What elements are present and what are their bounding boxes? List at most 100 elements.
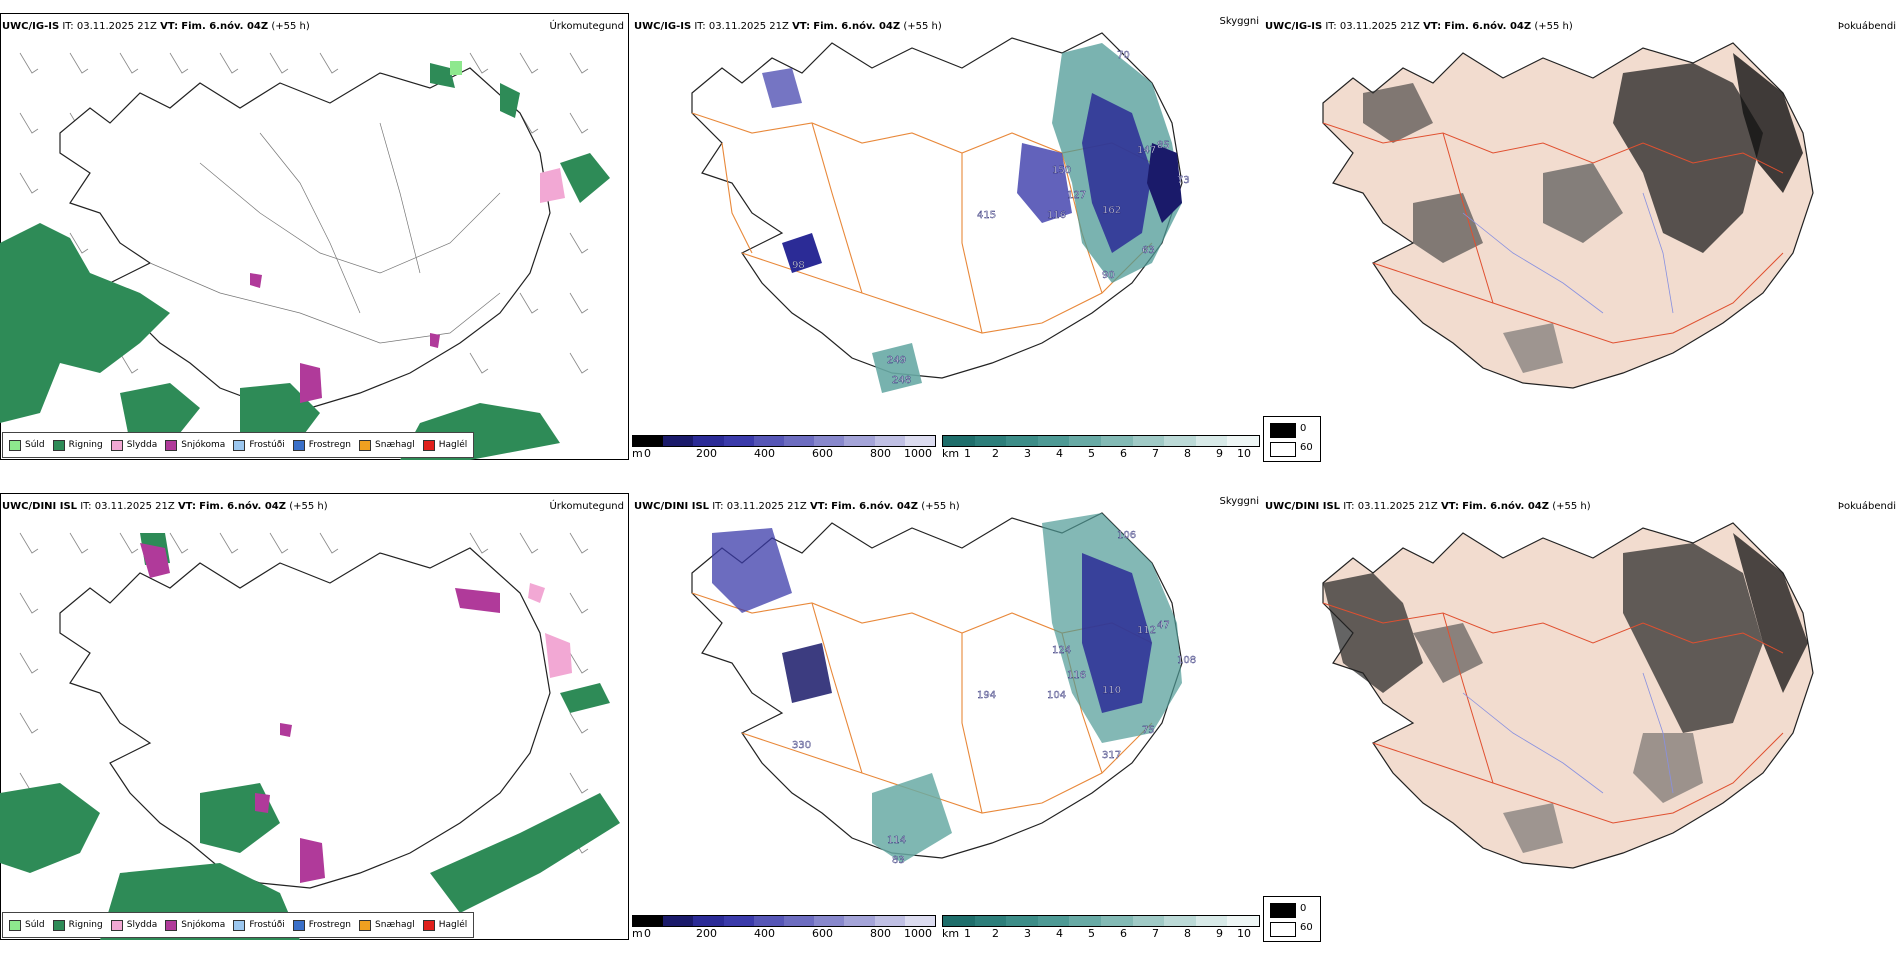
field-title: Úrkomutegund xyxy=(549,501,624,512)
ceiling-label: 85 xyxy=(1157,140,1170,151)
legend-label: Frostúði xyxy=(249,440,285,450)
valid-time: Fim. 6.nóv. 04Z xyxy=(199,501,286,512)
legend-swatch xyxy=(9,439,21,451)
valid-label: VT: xyxy=(177,501,196,512)
legend-item-drizzle: Súld xyxy=(9,439,45,451)
legend-swatch xyxy=(292,439,305,451)
snow-areas xyxy=(140,543,500,883)
visibility-tick: 3 xyxy=(1024,927,1031,940)
fog-panel: UWC/DINI ISL IT: 03.11.2025 21Z VT: Fim.… xyxy=(1263,493,1900,961)
legend-swatch xyxy=(110,919,123,931)
issue-label: IT: xyxy=(694,21,706,32)
ceiling-label: 114 xyxy=(887,835,906,846)
model-name: UWC/DINI ISL xyxy=(1265,501,1341,512)
valid-time: Fim. 6.nóv. 04Z xyxy=(1444,21,1532,32)
valid-label: VT: xyxy=(1440,501,1459,512)
legend-label: Rigning xyxy=(68,440,103,450)
legend-item-freezing-rain: Frostregn xyxy=(292,439,351,451)
issue-time: 03.11.2025 21Z xyxy=(94,501,175,512)
ceiling-label: 248 xyxy=(892,375,911,386)
issue-time: 03.11.2025 21Z xyxy=(1357,501,1438,512)
rivers xyxy=(1462,192,1674,314)
visibility-panel: 70 147 150 127 116 162 415 98 90 63 249 248 85 73 UWC… xyxy=(632,13,1263,481)
legend-label: Haglél xyxy=(438,920,468,930)
ceiling-label: 108 xyxy=(1177,655,1196,666)
legend-label: Slydda xyxy=(126,920,158,930)
legend-swatch xyxy=(52,919,65,931)
visibility-tick: 2 xyxy=(992,447,999,460)
lead-time: (+55 h) xyxy=(921,501,960,512)
fog-shading xyxy=(1363,53,1803,373)
sleet-areas xyxy=(540,168,565,203)
panel-frame xyxy=(0,493,629,940)
valid-time: Fim. 6.nóv. 04Z xyxy=(813,21,901,32)
legend-swatch xyxy=(292,919,305,931)
ceiling-label: 317 xyxy=(1102,750,1121,761)
ceiling-tick: 200 xyxy=(696,447,717,460)
ceiling-tick: 600 xyxy=(812,927,833,940)
visibility-tick: 9 xyxy=(1216,447,1223,460)
fog-swatch-light xyxy=(1270,442,1296,457)
legend-swatch xyxy=(9,919,21,931)
ceiling-tick: 800 xyxy=(870,447,891,460)
ceiling-tick: 0 xyxy=(644,927,651,940)
valid-label: VT: xyxy=(160,21,179,32)
visibility-tick: 4 xyxy=(1056,927,1063,940)
issue-time: 03.11.2025 21Z xyxy=(1339,21,1420,32)
model-name: UWC/IG-IS xyxy=(1265,21,1323,32)
legend-label: Haglél xyxy=(438,440,468,450)
ceiling-label: 124 xyxy=(1052,645,1071,656)
panel-header: UWC/IG-IS IT: 03.11.2025 21Z VT: Fim. 6.… xyxy=(2,21,310,32)
legend-label: Rigning xyxy=(68,920,103,930)
visibility-colorbar xyxy=(942,435,1260,447)
rivers xyxy=(1462,672,1674,794)
ceiling-tick: 1000 xyxy=(904,447,932,460)
fog-legend-label: 0 xyxy=(1300,423,1307,434)
precip-legend: Súld Rigning Slydda Snjókoma Frostúði Fr… xyxy=(2,912,475,938)
ceiling-label: 112 xyxy=(1137,625,1156,636)
fog-panel: UWC/IG-IS IT: 03.11.2025 21Z VT: Fim. 6.… xyxy=(1263,13,1900,481)
field-title: Þokuábendi xyxy=(1837,501,1896,512)
ceiling-unit: m xyxy=(632,927,643,940)
legend-item-snow-pellets: Snæhagl xyxy=(359,439,415,451)
legend-label: Snjókoma xyxy=(181,440,226,450)
legend-label: Snæhagl xyxy=(375,920,415,930)
visibility-unit: km xyxy=(942,927,960,940)
panel-frame xyxy=(0,13,629,460)
model-name: UWC/DINI ISL xyxy=(2,501,78,512)
ceiling-tick: 400 xyxy=(754,447,775,460)
field-title: Úrkomutegund xyxy=(549,21,624,32)
roads xyxy=(1322,122,1784,344)
ceiling-label: 104 xyxy=(1047,690,1066,701)
ceiling-colorbar xyxy=(632,915,936,927)
fog-legend: 0 60 xyxy=(1263,896,1321,942)
field-title: Skyggni xyxy=(1219,496,1259,507)
legend-item-freezing-rain: Frostregn xyxy=(292,919,351,931)
legend-label: Súld xyxy=(25,440,45,450)
panel-header: UWC/IG-IS IT: 03.11.2025 21Z VT: Fim. 6.… xyxy=(1265,21,1573,32)
ceiling-label: 330 xyxy=(792,740,811,751)
legend-item-rain: Rigning xyxy=(52,919,103,931)
ceiling-tick: 0 xyxy=(644,447,651,460)
ceiling-label: 116 xyxy=(1047,210,1066,221)
valid-time: Fim. 6.nóv. 04Z xyxy=(1462,501,1549,512)
visibility-colorbar xyxy=(942,915,1260,927)
panel-header: UWC/DINI ISL IT: 03.11.2025 21Z VT: Fim.… xyxy=(2,501,328,512)
precip-type-panel: UWC/IG-IS IT: 03.11.2025 21Z VT: Fim. 6.… xyxy=(0,13,632,481)
legend-item-snow-pellets: Snæhagl xyxy=(359,919,415,931)
ceiling-label: 63 xyxy=(1142,245,1155,256)
ceiling-tick: 800 xyxy=(870,927,891,940)
visibility-panel: 106 112 124 116 104 110 194 330 317 75 114 83 47 108 … xyxy=(632,493,1263,961)
ceiling-label: 127 xyxy=(1067,190,1086,201)
model-name: UWC/IG-IS xyxy=(634,21,692,32)
legend-item-drizzle: Súld xyxy=(9,919,45,931)
ceiling-label: 150 xyxy=(1052,165,1071,176)
ceiling-label: 98 xyxy=(792,260,805,271)
visibility-tick: 6 xyxy=(1120,927,1127,940)
snow-areas xyxy=(250,273,440,403)
ceiling-label: 70 xyxy=(1117,50,1130,61)
lead-time: (+55 h) xyxy=(271,21,310,32)
panel-header: UWC/IG-IS IT: 03.11.2025 21Z VT: Fim. 6.… xyxy=(634,21,942,32)
issue-time: 03.11.2025 21Z xyxy=(708,21,789,32)
forecast-row-bottom: UWC/DINI ISL IT: 03.11.2025 21Z VT: Fim.… xyxy=(0,493,1900,961)
